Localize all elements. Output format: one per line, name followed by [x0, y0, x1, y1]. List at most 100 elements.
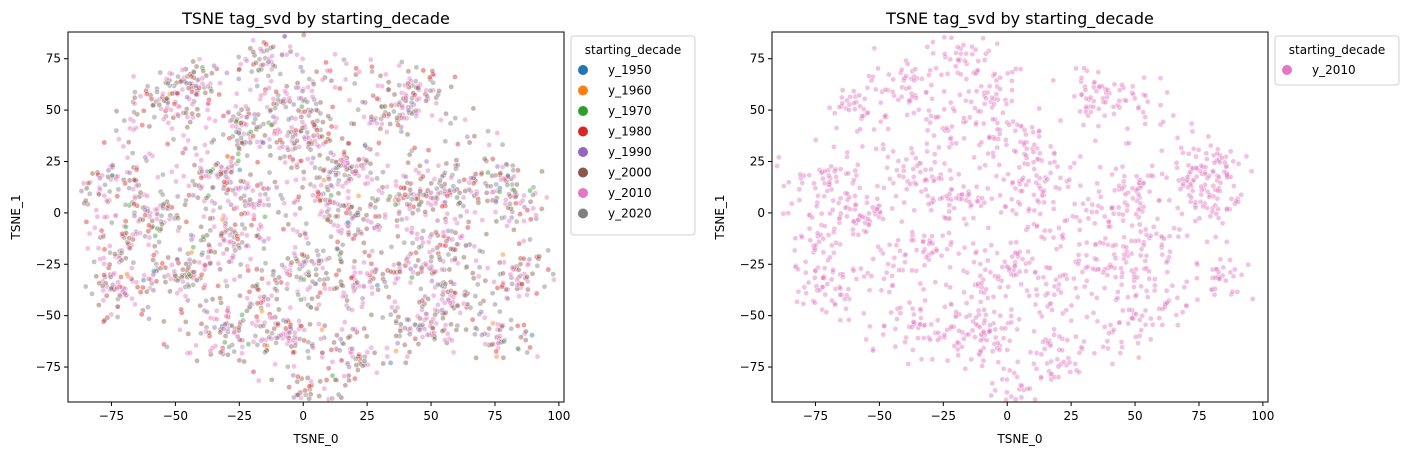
- chart-left-point: [439, 307, 445, 313]
- chart-left-point: [194, 357, 200, 364]
- chart-left-point: [494, 326, 501, 333]
- chart-right-point: [1025, 224, 1031, 230]
- chart-right-point: [913, 267, 920, 274]
- chart-left-point: [182, 66, 189, 72]
- chart-right-point: [994, 126, 1001, 133]
- chart-left-point: [198, 157, 204, 163]
- chart-left-point: [193, 342, 199, 349]
- chart-right-point: [947, 264, 953, 271]
- chart-left-point: [415, 85, 421, 91]
- chart-right-point: [1107, 322, 1114, 328]
- chart-right-point: [943, 193, 950, 199]
- chart-left-point: [544, 194, 550, 201]
- chart-left-point: [283, 212, 289, 219]
- chart-left-point: [282, 159, 288, 166]
- chart-right-point: [885, 126, 892, 132]
- chart-left-point: [422, 209, 428, 215]
- chart-left-point: [359, 304, 365, 310]
- chart-left-point: [420, 192, 427, 198]
- chart-left-point: [527, 187, 533, 194]
- chart-left-point: [346, 220, 353, 227]
- chart-left-point: [207, 259, 214, 266]
- chart-left-point: [317, 165, 324, 172]
- chart-left-point: [233, 103, 239, 110]
- chart-left-point: [83, 185, 90, 192]
- chart-right-y-tick-label: −25: [740, 257, 765, 271]
- chart-right-x-tick-label: 0: [1003, 409, 1011, 423]
- chart-left-point: [193, 63, 200, 70]
- chart-right-point: [993, 91, 1000, 98]
- chart-left-point: [395, 122, 401, 128]
- chart-left-point: [186, 192, 192, 198]
- chart-right-x-tick-label: −75: [803, 409, 828, 423]
- chart-left-point: [152, 233, 158, 239]
- chart-left-point: [392, 201, 399, 208]
- chart-left-point: [108, 311, 115, 318]
- chart-left-point: [261, 238, 267, 244]
- chart-left-point: [530, 205, 537, 212]
- chart-right-point: [875, 243, 881, 250]
- chart-right-point: [1141, 239, 1147, 246]
- chart-left-point: [291, 250, 298, 257]
- chart-right-point: [1075, 261, 1081, 267]
- chart-left-point: [248, 68, 255, 75]
- chart-right-point: [1163, 287, 1170, 294]
- chart-left-point: [501, 214, 508, 221]
- chart-left-point: [482, 277, 489, 284]
- chart-right-point: [969, 51, 976, 58]
- chart-left-point: [379, 121, 385, 127]
- chart-left-point: [536, 253, 543, 260]
- chart-left-point: [146, 315, 152, 322]
- chart-left-point: [292, 145, 299, 151]
- chart-right-point: [1148, 172, 1155, 179]
- chart-left-point: [454, 322, 461, 329]
- chart-left-point: [308, 304, 314, 311]
- chart-right-point: [1032, 301, 1039, 308]
- chart-right-point: [991, 309, 998, 315]
- chart-left-point: [158, 212, 165, 219]
- chart-right-point: [1009, 98, 1015, 104]
- chart-left-point: [299, 119, 306, 125]
- chart-right-point: [1013, 239, 1020, 245]
- chart-right-point: [1051, 150, 1058, 156]
- chart-left-point: [245, 201, 252, 208]
- chart-right-point: [803, 290, 809, 297]
- chart-left-point: [165, 254, 171, 261]
- chart-right-point: [1142, 121, 1148, 127]
- chart-left-point: [257, 191, 264, 198]
- chart-right-point: [983, 337, 990, 344]
- chart-right-point: [954, 70, 961, 76]
- chart-left-point: [224, 246, 230, 253]
- chart-left-point: [355, 212, 361, 218]
- chart-left-legend-marker: [578, 106, 588, 116]
- chart-right-point: [929, 95, 935, 102]
- chart-right-point: [939, 194, 946, 201]
- chart-right-point: [1112, 255, 1119, 262]
- chart-left-point: [156, 239, 162, 245]
- chart-left-point: [423, 158, 430, 165]
- chart-right-point: [888, 309, 894, 316]
- chart-right-point: [1045, 340, 1051, 346]
- chart-left-point: [244, 307, 250, 314]
- chart-left-point: [332, 376, 339, 383]
- chart-right-point: [1090, 104, 1097, 110]
- chart-left-point: [412, 335, 419, 342]
- chart-right-point: [967, 312, 973, 319]
- chart-left-point: [185, 182, 192, 189]
- chart-left-point: [101, 260, 107, 267]
- chart-left-point: [450, 183, 457, 189]
- chart-left-point: [309, 278, 316, 285]
- chart-left-point: [237, 261, 244, 268]
- chart-left-point: [127, 245, 133, 251]
- chart-left-point: [288, 124, 295, 131]
- chart-left-point: [231, 348, 237, 355]
- chart-left-point: [281, 33, 288, 40]
- chart-right-point: [983, 51, 989, 57]
- chart-right-point: [911, 311, 917, 318]
- chart-left-point: [185, 85, 192, 91]
- chart-right-point: [995, 96, 1001, 103]
- chart-right-point: [911, 77, 918, 84]
- chart-left-point: [239, 350, 245, 357]
- chart-right-point: [1049, 307, 1055, 313]
- chart-left-point: [171, 101, 178, 107]
